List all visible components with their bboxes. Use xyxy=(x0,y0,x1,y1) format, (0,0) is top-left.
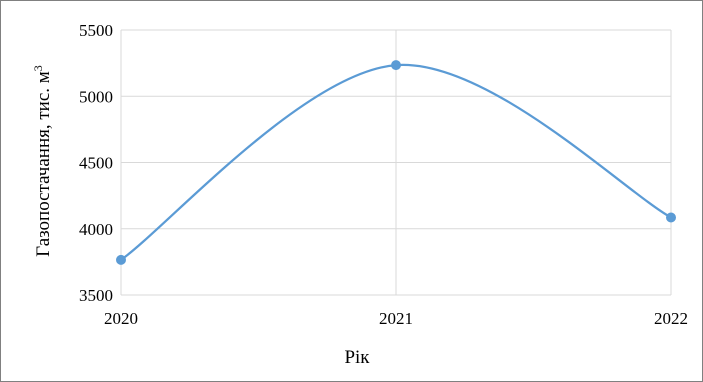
y-tick-label: 3500 xyxy=(79,286,113,305)
y-tick-label: 4500 xyxy=(79,154,113,173)
series-layer xyxy=(116,60,676,265)
y-tick-label: 5500 xyxy=(79,21,113,40)
y-axis-title-text: Газопостачання, тис. м xyxy=(33,71,54,257)
x-tick-label: 2021 xyxy=(379,309,413,328)
y-axis-title: Газопостачання, тис. м3 xyxy=(31,65,54,257)
x-tick-label: 2020 xyxy=(104,309,138,328)
x-axis-ticks: 2020 2021 2022 xyxy=(104,309,688,328)
data-point-marker xyxy=(116,254,126,265)
y-tick-label: 4000 xyxy=(79,220,113,239)
x-tick-label: 2022 xyxy=(654,309,688,328)
x-axis-title: Рік xyxy=(344,347,370,368)
y-tick-label: 5000 xyxy=(79,87,113,106)
data-point-marker xyxy=(391,60,401,71)
y-axis-title-superscript: 3 xyxy=(31,65,45,71)
y-axis-ticks: 3500 4000 4500 5000 5500 xyxy=(79,21,113,305)
gridlines xyxy=(120,29,672,296)
data-point-marker xyxy=(666,212,676,223)
